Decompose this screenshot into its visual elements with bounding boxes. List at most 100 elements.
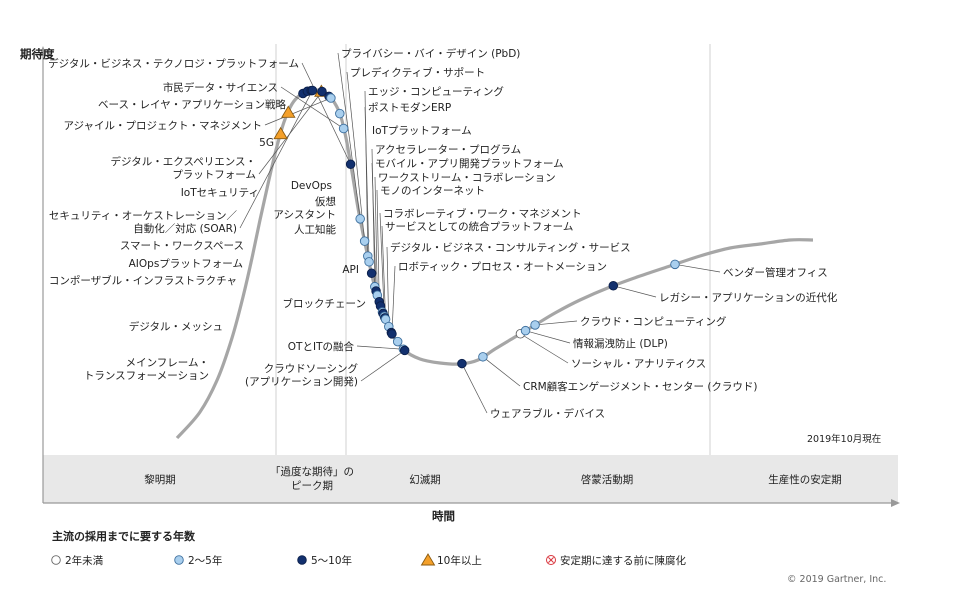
technology-label: エッジ・コンピューティング	[368, 85, 504, 98]
technology-label: トランスフォーメーション	[84, 370, 209, 382]
technology-label: デジタル・メッシュ	[129, 320, 223, 333]
as-of-date: 2019年10月現在	[807, 433, 881, 445]
technology-marker	[457, 358, 467, 369]
leader-lines	[239, 52, 721, 414]
leader-line	[239, 90, 313, 229]
leader-line	[337, 52, 361, 219]
technology-label: コンポーザブル・インフラストラクチャ	[49, 274, 237, 287]
technology-label: アジャイル・プロジェクト・マネジメント	[63, 120, 262, 132]
legend: 2年未満 2～5年 5～10年 10年以上 安定期に達する前に陳腐化	[51, 553, 686, 567]
technology-label: 人工知能	[294, 223, 336, 236]
technology-labels: メインフレーム・トランスフォーメーション デジタル・メッシュ コンポーザブル・インフ…	[48, 47, 838, 420]
phase-band	[43, 455, 898, 503]
leader-line	[535, 320, 578, 326]
legend-marker-lt2	[51, 555, 61, 565]
technology-label: プラットフォーム	[172, 169, 256, 181]
technology-label: ソーシャル・アナリティクス	[571, 358, 706, 370]
leader-line	[364, 106, 370, 262]
technology-label: DevOps	[291, 180, 332, 192]
technology-label: ブロックチェーン	[283, 297, 366, 310]
technology-label: AIOpsプラットフォーム	[129, 258, 243, 270]
technology-label: ポストモダンERP	[368, 101, 451, 114]
legend-marker-2to5	[174, 555, 184, 565]
legend-label-lt2: 2年未満	[65, 554, 104, 567]
leader-line	[381, 225, 386, 320]
leader-line	[379, 212, 385, 317]
technology-marker	[273, 126, 288, 140]
leader-line	[613, 285, 657, 298]
technology-marker	[345, 159, 356, 169]
leader-line	[376, 189, 380, 302]
legend-label-obsolete: 安定期に達する前に陳腐化	[560, 554, 686, 567]
leader-line	[482, 356, 521, 387]
legend-title: 主流の採用までに要する年数	[52, 529, 196, 543]
leader-line	[391, 265, 396, 334]
leader-line	[346, 71, 365, 242]
technology-label: 情報漏洩防止 (DLP)	[573, 337, 668, 350]
technology-label: 5G	[259, 137, 274, 149]
leader-line	[280, 86, 344, 129]
technology-label: コラボレーティブ・ワーク・マネジメント	[383, 207, 582, 220]
technology-marker	[478, 352, 488, 362]
technology-marker	[530, 320, 540, 330]
technology-label: CRM顧客エンゲージメント・センター (クラウド)	[523, 380, 758, 393]
technology-marker	[366, 268, 377, 279]
technology-label: ロボティック・プロセス・オートメーション	[398, 261, 607, 273]
phase-label-trough: 幻滅期	[409, 473, 441, 486]
technology-marker	[355, 214, 365, 224]
phase-label-peak: ピーク期	[291, 480, 333, 492]
technology-label: デジタル・エクスペリエンス・	[110, 155, 256, 168]
technology-label: API	[342, 264, 359, 276]
leader-line	[258, 91, 323, 175]
technology-marker	[307, 85, 318, 96]
leader-line	[525, 330, 571, 344]
technology-label: モノのインターネット	[380, 185, 485, 197]
leader-line	[360, 350, 405, 382]
leader-line	[371, 162, 377, 291]
technology-label: デジタル・ビジネス・コンサルティング・サービス	[390, 241, 631, 254]
legend-marker-obsolete	[546, 555, 556, 565]
copyright: © 2019 Gartner, Inc.	[787, 574, 886, 585]
leader-line	[674, 263, 721, 273]
technology-marker	[520, 325, 531, 336]
legend-label-5to10: 5～10年	[311, 554, 352, 567]
technology-label: サービスとしての統合プラットフォーム	[385, 220, 573, 233]
technology-marker	[338, 123, 349, 134]
technology-label: アシスタント	[273, 209, 336, 221]
phase-label-plateau: 生産性の安定期	[768, 473, 842, 486]
technology-label: 仮想	[315, 195, 336, 208]
technology-label: レガシー・アプリケーションの近代化	[659, 291, 838, 304]
technology-label: モバイル・アプリ開発プラットフォーム	[375, 157, 564, 170]
x-axis-title: 時間	[432, 509, 455, 523]
technology-marker	[670, 259, 680, 270]
technology-label: 市民データ・サイエンス	[163, 81, 278, 94]
technology-marker	[317, 86, 327, 97]
technology-marker	[326, 93, 336, 103]
technology-markers	[273, 84, 680, 369]
leader-line	[374, 176, 378, 296]
leader-line	[264, 97, 332, 126]
leader-line	[356, 345, 404, 350]
phase-label-trigger: 黎明期	[144, 473, 176, 486]
technology-label: クラウド・コンピューティング	[580, 315, 727, 328]
axes	[39, 46, 900, 507]
technology-label: ウェアラブル・デバイス	[490, 407, 605, 420]
leader-line	[520, 333, 569, 364]
technology-label: スマート・ワークスペース	[120, 240, 244, 252]
phase-label-peak: 「過度な期待」の	[270, 465, 354, 478]
technology-label: プライバシー・バイ・デザイン (PbD)	[341, 47, 520, 60]
technology-label: OTとITの融合	[288, 340, 355, 353]
technology-label: アクセラレーター・プログラム	[375, 143, 521, 156]
technology-marker	[608, 281, 619, 291]
technology-label: プレディクティブ・サポート	[350, 66, 485, 79]
technology-marker	[281, 105, 296, 118]
y-axis-title: 期待度	[20, 47, 55, 61]
legend-label-2to5: 2～5年	[188, 554, 222, 567]
technology-label: IoTプラットフォーム	[372, 125, 472, 137]
leader-line	[301, 62, 351, 165]
technology-marker	[392, 336, 403, 347]
technology-label: メインフレーム・	[126, 357, 209, 369]
technology-label: IoTセキュリティ	[181, 187, 259, 199]
